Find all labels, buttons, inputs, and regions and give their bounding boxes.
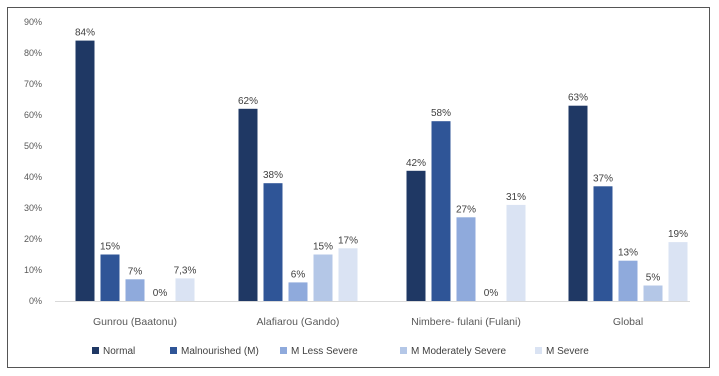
data-label: 17%: [338, 235, 358, 246]
bar-m-severe: [668, 242, 688, 301]
data-label: 37%: [593, 173, 613, 184]
y-tick-label: 50%: [24, 141, 42, 151]
bar-m-less-severe: [456, 217, 476, 301]
y-tick-label: 20%: [24, 234, 42, 244]
legend-label: M Less Severe: [291, 346, 358, 357]
legend-label: Normal: [103, 346, 135, 357]
bar-m-less-severe: [125, 279, 145, 301]
x-category-label: Alafiarou (Gando): [257, 316, 340, 328]
y-tick-label: 10%: [24, 265, 42, 275]
bar-m-less-severe: [618, 260, 638, 301]
x-category-label: Nimbere- fulani (Fulani): [411, 316, 521, 328]
bar-malnourished-m: [593, 186, 613, 301]
data-label: 84%: [75, 28, 95, 39]
bar-m-moderately-severe: [643, 285, 663, 301]
data-label: 38%: [263, 170, 283, 181]
data-label: 0%: [153, 288, 168, 299]
bar-m-severe: [175, 278, 195, 301]
bar-normal: [238, 108, 258, 301]
data-label: 7%: [128, 266, 143, 277]
bar-m-moderately-severe: [313, 254, 333, 301]
data-label: 13%: [618, 248, 638, 259]
bar-malnourished-m: [100, 254, 120, 301]
data-label: 62%: [238, 96, 258, 107]
data-label: 58%: [431, 108, 451, 119]
data-label: 15%: [100, 242, 120, 253]
y-tick-label: 80%: [24, 48, 42, 58]
y-tick-label: 90%: [24, 17, 42, 27]
bar-m-less-severe: [288, 282, 308, 301]
y-tick-label: 0%: [29, 296, 42, 306]
y-tick-label: 60%: [24, 110, 42, 120]
bar-m-severe: [506, 204, 526, 301]
legend-label: Malnourished (M): [181, 346, 259, 357]
bar-normal: [75, 40, 95, 301]
data-label: 6%: [291, 269, 306, 280]
x-category-label: Global: [613, 316, 643, 328]
x-category-label: Gunrou (Baatonu): [93, 316, 177, 328]
legend-swatch: [92, 347, 99, 354]
legend-swatch: [170, 347, 177, 354]
data-label: 63%: [568, 93, 588, 104]
bar-malnourished-m: [431, 121, 451, 301]
data-label: 19%: [668, 229, 688, 240]
legend-label: M Moderately Severe: [411, 346, 506, 357]
chart-frame: [7, 7, 710, 368]
data-label: 5%: [646, 273, 661, 284]
legend-swatch: [535, 347, 542, 354]
data-label: 0%: [484, 288, 499, 299]
y-tick-label: 70%: [24, 79, 42, 89]
legend-swatch: [280, 347, 287, 354]
y-tick-label: 40%: [24, 172, 42, 182]
y-tick-label: 30%: [24, 203, 42, 213]
bar-malnourished-m: [263, 183, 283, 301]
bar-normal: [568, 105, 588, 301]
data-label: 27%: [456, 204, 476, 215]
legend-swatch: [400, 347, 407, 354]
data-label: 31%: [506, 192, 526, 203]
data-label: 7,3%: [174, 265, 197, 276]
bar-normal: [406, 170, 426, 301]
data-label: 15%: [313, 242, 333, 253]
bar-m-severe: [338, 248, 358, 301]
data-label: 42%: [406, 158, 426, 169]
legend-label: M Severe: [546, 346, 589, 357]
